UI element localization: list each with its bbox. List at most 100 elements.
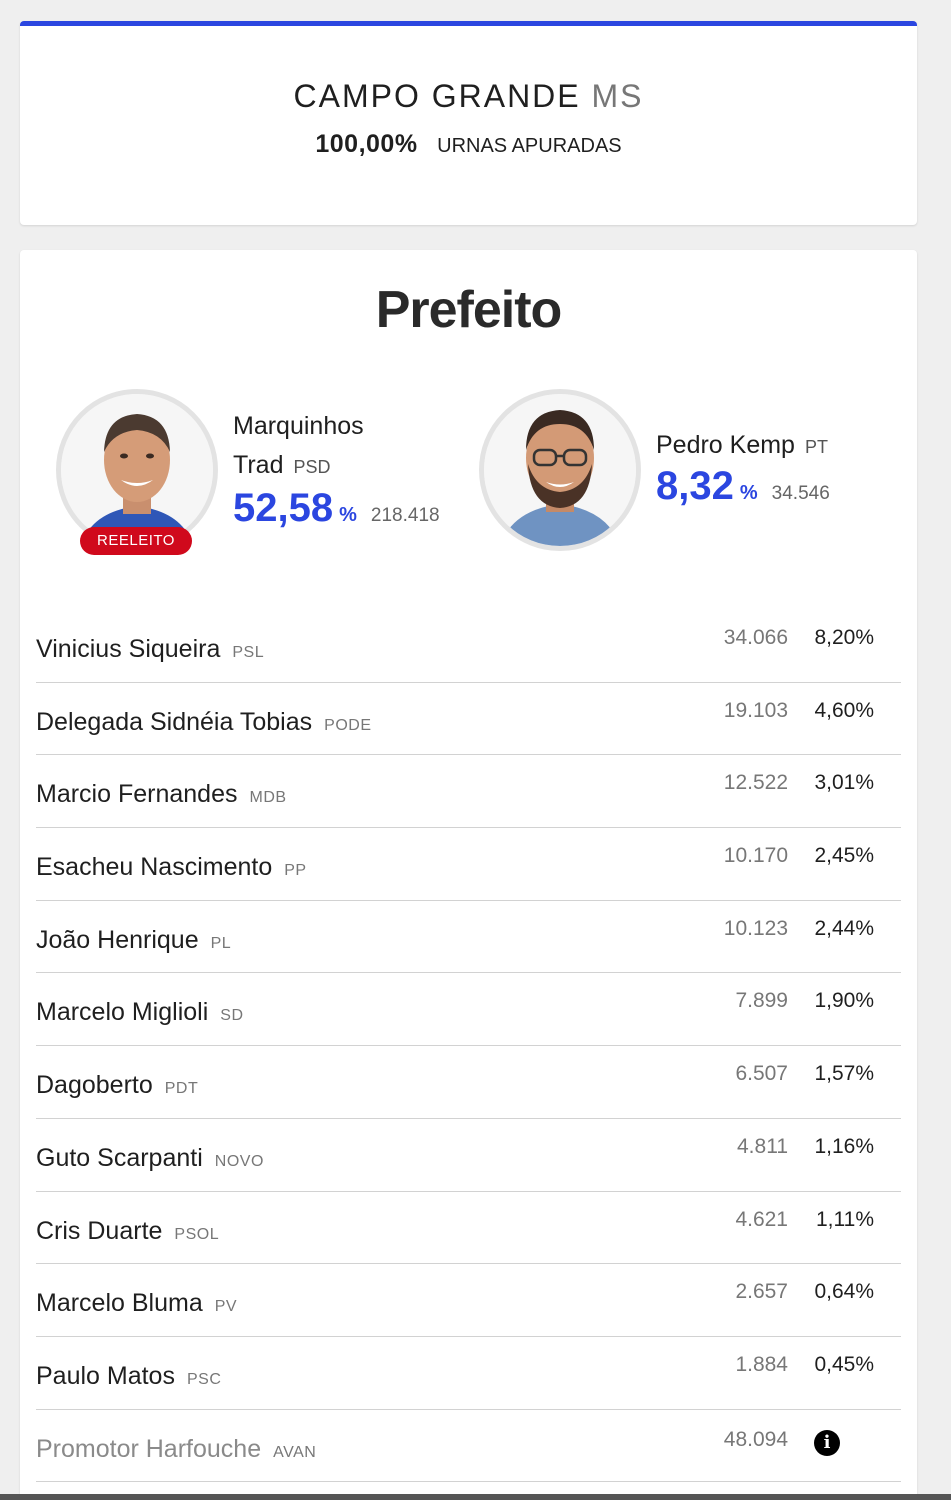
- candidate-percentage: 1,90%: [814, 989, 874, 1013]
- leader-votes: 218.418: [370, 505, 440, 526]
- leader-name-line2-wrap: Trad PSD: [233, 446, 331, 486]
- candidate-name-wrap: Cris Duarte PSOL: [36, 1217, 219, 1246]
- candidate-name: Marcelo Bluma: [36, 1289, 203, 1318]
- candidate-party: PDT: [164, 1080, 199, 1098]
- list-item[interactable]: Guto Scarpanti NOVO 4.811 1,16%: [36, 1119, 901, 1192]
- reelected-badge: REELEITO: [80, 527, 192, 555]
- candidate-percentage: 2,44%: [814, 916, 874, 940]
- counting-progress: 100,00% URNAS APURADAS: [20, 130, 917, 159]
- info-icon[interactable]: i: [814, 1429, 840, 1456]
- candidate-votes: 34.066: [723, 626, 788, 649]
- mayor-results-card: Prefeito REELEITO Marquinhos Trad PSD 52,…: [20, 250, 917, 1500]
- candidate-name: Marcio Fernandes: [36, 780, 238, 809]
- person-portrait-icon: [61, 394, 213, 546]
- list-item[interactable]: Esacheu Nascimento PP 10.170 2,45%: [36, 828, 901, 901]
- list-item[interactable]: Marcelo Miglioli SD 7.899 1,90%: [36, 973, 901, 1047]
- candidate-party: PODE: [324, 716, 372, 734]
- candidate-votes: 10.123: [723, 916, 788, 940]
- candidate-percentage: 8,20%: [814, 626, 874, 649]
- candidate-party: PSC: [186, 1370, 222, 1388]
- candidate-percentage: 1,57%: [814, 1062, 874, 1086]
- candidate-party: MDB: [249, 789, 287, 807]
- candidate-name: Esacheu Nascimento: [36, 853, 273, 882]
- candidate-name: Paulo Matos: [36, 1361, 175, 1390]
- candidate-percentage: 1,16%: [814, 1134, 874, 1158]
- candidate-party: NOVO: [214, 1152, 264, 1170]
- candidate-votes: 1.884: [735, 1352, 788, 1376]
- leader-percentage: 52,58% 218.418: [233, 486, 440, 531]
- leader2-percentage: 8,32% 34.546: [656, 464, 830, 509]
- candidate-name-wrap: João Henrique PL: [36, 926, 231, 955]
- candidate-name: Dagoberto: [36, 1071, 153, 1100]
- leader-name-line2: Trad: [233, 451, 284, 479]
- leader2-party: PT: [804, 437, 828, 457]
- candidate-percentage: 0,45%: [814, 1352, 874, 1376]
- candidate-party: PSL: [232, 644, 265, 661]
- candidate-party: AVAN: [273, 1443, 317, 1461]
- candidate-name-wrap: Marcelo Bluma PV: [36, 1289, 237, 1318]
- person-portrait-icon: [484, 394, 636, 546]
- candidate-percentage: 4,60%: [814, 698, 874, 722]
- list-item[interactable]: Marcio Fernandes MDB 12.522 3,01%: [36, 755, 901, 829]
- candidate-votes: 6.507: [735, 1062, 788, 1086]
- candidate-name: Guto Scarpanti: [36, 1143, 203, 1172]
- leader2-pct-symbol: %: [739, 482, 758, 504]
- city-name: CAMPO GRANDE: [293, 78, 581, 114]
- leader-pct-value: 52,58: [233, 486, 334, 530]
- candidate-name-wrap: Marcio Fernandes MDB: [36, 780, 287, 809]
- candidate-party: PP: [284, 862, 307, 880]
- candidate-votes: 4.811: [737, 1134, 788, 1158]
- candidate-party: SD: [220, 1007, 244, 1025]
- candidate-name-wrap: Promotor Harfouche AVAN: [36, 1435, 316, 1464]
- candidate-votes: 4.621: [735, 1207, 788, 1231]
- candidate-name: Vinicius Siqueira: [36, 635, 221, 663]
- candidate-photo-marquinhos: [56, 389, 218, 551]
- candidate-name-wrap: Vinicius Siqueira PSL: [36, 635, 264, 664]
- list-item[interactable]: Paulo Matos PSC 1.884 0,45%: [36, 1337, 901, 1410]
- office-title: Prefeito: [375, 281, 563, 339]
- results-header-card: CAMPO GRANDE MS 100,00% URNAS APURADAS: [20, 21, 917, 225]
- bottom-edge: [0, 1494, 951, 1500]
- leader2-name: Pedro Kemp: [656, 431, 795, 459]
- candidate-name: João Henrique: [36, 925, 199, 954]
- list-item[interactable]: Dagoberto PDT 6.507 1,57%: [36, 1046, 901, 1119]
- candidate-votes: 12.522: [723, 771, 788, 795]
- list-item[interactable]: Marcelo Bluma PV 2.657 0,64%: [36, 1264, 901, 1337]
- candidate-name-wrap: Marcelo Miglioli SD: [36, 998, 244, 1027]
- list-item[interactable]: Cris Duarte PSOL 4.621 1,11%: [36, 1192, 901, 1265]
- candidate-percentage: 1,11%: [816, 1207, 874, 1231]
- candidate-name-wrap: Paulo Matos PSC: [36, 1362, 221, 1391]
- candidate-party: PL: [210, 934, 232, 952]
- leader2-name-wrap: Pedro Kemp PT: [656, 426, 828, 466]
- candidate-name-wrap: Guto Scarpanti NOVO: [36, 1144, 264, 1173]
- list-item[interactable]: João Henrique PL 10.123 2,44%: [36, 901, 901, 974]
- counted-percentage: 100,00%: [315, 130, 418, 158]
- candidate-name: Delegada Sidnéia Tobias: [36, 707, 313, 736]
- candidate-percentage: 0,64%: [814, 1280, 874, 1304]
- candidate-percentage: 2,45%: [814, 844, 874, 868]
- list-item[interactable]: Delegada Sidnéia Tobias PODE 19.103 4,60%: [36, 683, 901, 756]
- candidate-votes: 2.657: [735, 1280, 788, 1304]
- leader2-pct-value: 8,32: [656, 464, 734, 508]
- list-item-muted[interactable]: Promotor Harfouche AVAN 48.094 i: [36, 1410, 901, 1483]
- candidate-votes: 48.094: [723, 1427, 788, 1451]
- leader2-votes: 34.546: [771, 483, 830, 504]
- candidate-name: Cris Duarte: [36, 1216, 163, 1245]
- list-item[interactable]: Vinicius Siqueira PSL 34.066 8,20%: [36, 610, 901, 683]
- leader-name-line1: Marquinhos: [233, 412, 364, 440]
- candidate-name: Marcelo Miglioli: [36, 998, 209, 1027]
- candidate-name-wrap: Esacheu Nascimento PP: [36, 853, 307, 882]
- state-abbr: MS: [591, 78, 644, 114]
- candidate-votes: 10.170: [723, 844, 788, 868]
- candidate-name: Promotor Harfouche: [36, 1434, 262, 1463]
- candidate-votes: 19.103: [723, 698, 788, 722]
- candidate-name-wrap: Dagoberto PDT: [36, 1071, 198, 1100]
- candidate-party: PSOL: [174, 1225, 220, 1243]
- leader-pct-symbol: %: [339, 504, 357, 526]
- candidate-party: PV: [214, 1298, 238, 1316]
- candidate-votes: 7.899: [735, 989, 788, 1013]
- candidate-photo-pedro-kemp: [479, 389, 641, 551]
- counted-label: URNAS APURADAS: [437, 135, 622, 157]
- candidate-percentage: 3,01%: [814, 771, 874, 795]
- candidate-list: Vinicius Siqueira PSL 34.066 8,20% Delega…: [36, 610, 901, 1483]
